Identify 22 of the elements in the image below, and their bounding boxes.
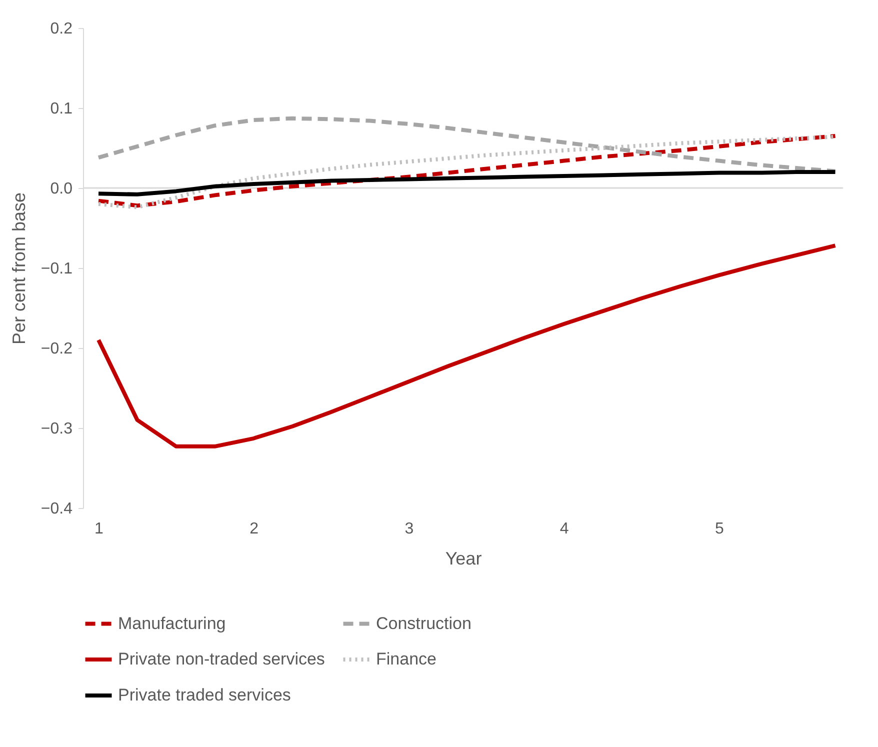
legend-label: Private traded services bbox=[118, 686, 291, 704]
y-tick-label: 0.2 bbox=[50, 20, 73, 38]
x-tick-label: 3 bbox=[404, 520, 414, 538]
legend-label: Manufacturing bbox=[118, 614, 226, 633]
y-tick-label: −0.2 bbox=[40, 340, 73, 358]
legend-label: Construction bbox=[376, 614, 472, 633]
legend-label: Private non-traded services bbox=[118, 650, 325, 668]
x-tick-label: 1 bbox=[94, 520, 104, 538]
x-axis-title: Year bbox=[445, 548, 482, 568]
x-tick-label: 5 bbox=[714, 520, 724, 538]
y-tick-label: 0.0 bbox=[50, 180, 73, 198]
line-series bbox=[96, 244, 838, 448]
x-tick-label: 4 bbox=[560, 520, 569, 538]
line-series bbox=[96, 170, 838, 196]
legend-label: Finance bbox=[376, 650, 436, 668]
y-tick-label: −0.4 bbox=[40, 500, 73, 518]
y-axis-title: Per cent from base bbox=[8, 192, 29, 345]
y-tick-label: −0.3 bbox=[40, 420, 73, 438]
line-series bbox=[96, 116, 838, 174]
y-tick-label: −0.1 bbox=[40, 260, 73, 278]
x-tick-label: 2 bbox=[250, 520, 259, 538]
y-tick-label: 0.1 bbox=[50, 100, 73, 118]
